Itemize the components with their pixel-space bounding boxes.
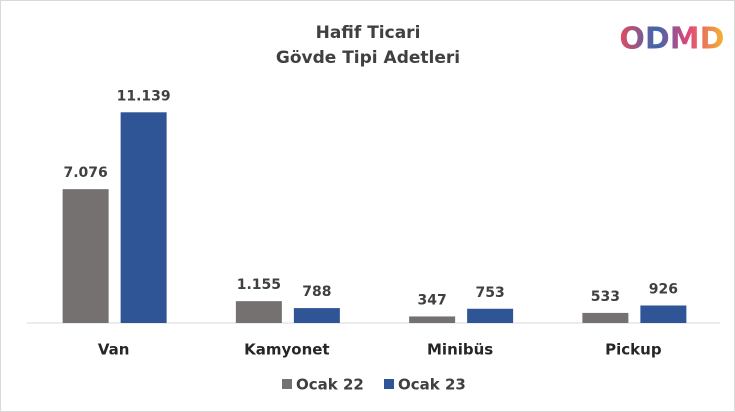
data-label: 926 bbox=[649, 281, 678, 297]
x-tick-label: Minibüs bbox=[427, 341, 493, 359]
bar bbox=[640, 305, 687, 323]
legend-swatch bbox=[282, 379, 292, 389]
data-label: 753 bbox=[476, 285, 505, 301]
x-tick-label: Pickup bbox=[605, 341, 662, 359]
bar bbox=[293, 308, 340, 323]
bar bbox=[62, 189, 109, 323]
data-label: 788 bbox=[302, 284, 331, 300]
chart-title: Gövde Tipi Adetleri bbox=[276, 48, 460, 68]
logo: ODMD bbox=[619, 22, 724, 57]
bar bbox=[467, 308, 514, 323]
bar bbox=[582, 312, 629, 323]
x-tick-label: Kamyonet bbox=[244, 341, 329, 359]
legend-label: Ocak 23 bbox=[398, 376, 466, 394]
bar bbox=[409, 316, 456, 323]
legend-swatch bbox=[384, 379, 394, 389]
x-tick-label: Van bbox=[98, 341, 130, 359]
data-label: 7.076 bbox=[63, 165, 107, 181]
data-label: 1.155 bbox=[237, 277, 281, 293]
data-label: 533 bbox=[591, 289, 620, 305]
legend-label: Ocak 22 bbox=[296, 376, 364, 394]
bar bbox=[120, 112, 167, 323]
bar bbox=[235, 301, 282, 323]
data-label: 11.139 bbox=[117, 88, 171, 104]
data-label: 347 bbox=[418, 292, 447, 308]
chart-title: Hafif Ticari bbox=[316, 23, 421, 43]
